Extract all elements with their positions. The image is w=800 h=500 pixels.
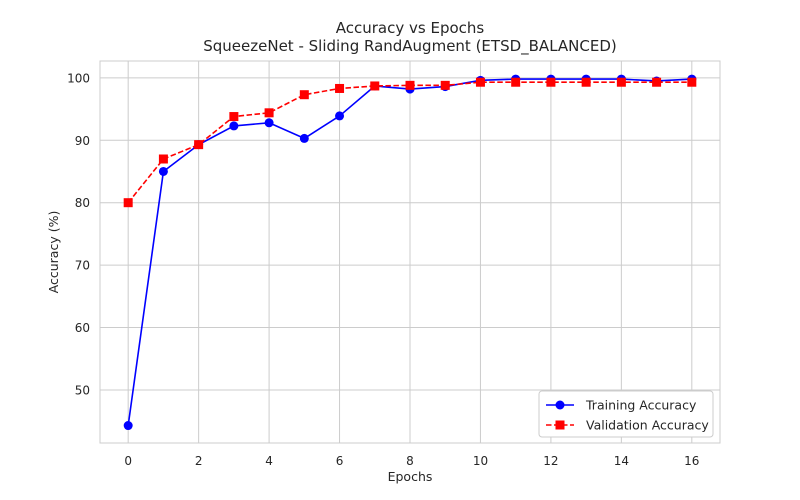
data-point — [335, 83, 345, 93]
y-tick-label: 60 — [75, 321, 90, 335]
data-point — [616, 77, 626, 87]
x-axis-label: Epochs — [388, 469, 433, 484]
data-point — [299, 133, 309, 143]
data-point — [229, 112, 239, 122]
legend-marker-training — [555, 400, 565, 410]
data-point — [370, 81, 380, 91]
legend-box — [538, 390, 714, 438]
legend-marker-validation — [555, 420, 565, 430]
data-point — [123, 198, 133, 208]
y-tick-label: 70 — [75, 259, 90, 273]
data-point — [405, 80, 415, 90]
data-point — [194, 140, 204, 150]
chart-subtitle: SqueezeNet - Sliding RandAugment (ETSD_B… — [203, 37, 616, 56]
data-point — [299, 90, 309, 100]
series — [123, 74, 697, 431]
x-tick-label: 10 — [473, 454, 488, 468]
x-tick-label: 4 — [265, 454, 273, 468]
legend-label-validation: Validation Accuracy — [586, 418, 709, 433]
data-point — [475, 77, 485, 87]
data-point — [511, 77, 521, 87]
data-point — [652, 77, 662, 87]
x-tick-label: 0 — [124, 454, 132, 468]
data-point — [158, 154, 168, 164]
data-point — [264, 108, 274, 118]
data-point — [264, 118, 274, 128]
x-tick-label: 12 — [543, 454, 558, 468]
data-point — [546, 77, 556, 87]
x-tick-label: 8 — [406, 454, 414, 468]
data-point — [335, 111, 345, 121]
legend: Training Accuracy Validation Accuracy — [538, 390, 714, 438]
data-point — [581, 77, 591, 87]
series-validation — [123, 77, 697, 208]
y-tick-label: 100 — [67, 71, 90, 85]
y-tick-labels: 50 60 70 80 90 100 — [67, 71, 90, 397]
y-tick-label: 80 — [75, 196, 90, 210]
data-point — [229, 121, 239, 131]
y-tick-label: 90 — [75, 134, 90, 148]
data-point — [440, 80, 450, 90]
data-point — [687, 77, 697, 87]
x-tick-label: 14 — [614, 454, 629, 468]
x-tick-label: 6 — [336, 454, 344, 468]
data-point — [158, 166, 168, 176]
y-axis-label: Accuracy (%) — [46, 211, 61, 294]
grid — [100, 61, 720, 443]
chart-title: Accuracy vs Epochs — [336, 19, 485, 37]
y-tick-label: 50 — [75, 383, 90, 397]
data-point — [123, 421, 133, 431]
x-tick-label: 16 — [684, 454, 699, 468]
x-tick-label: 2 — [195, 454, 203, 468]
x-tick-labels: 0 2 4 6 8 10 12 14 16 — [124, 454, 699, 468]
plot-frame — [99, 60, 721, 444]
legend-label-training: Training Accuracy — [585, 398, 697, 413]
